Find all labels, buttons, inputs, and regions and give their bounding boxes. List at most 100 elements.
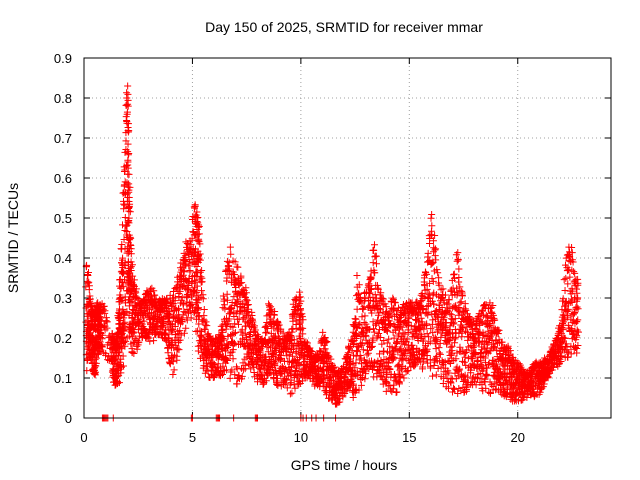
y-tick-label: 0.9 bbox=[54, 51, 72, 66]
data-point bbox=[178, 318, 186, 326]
data-point bbox=[124, 151, 132, 159]
y-tick-label: 0.6 bbox=[54, 171, 72, 186]
data-point bbox=[178, 273, 186, 281]
data-point bbox=[437, 286, 445, 294]
data-point bbox=[163, 295, 171, 303]
data-point bbox=[186, 266, 194, 274]
data-point bbox=[372, 260, 380, 268]
data-point bbox=[125, 204, 133, 212]
data-point bbox=[96, 348, 104, 356]
data-point bbox=[116, 298, 124, 306]
data-point bbox=[129, 272, 137, 280]
y-tick-label: 0.2 bbox=[54, 331, 72, 346]
data-point bbox=[115, 351, 123, 359]
data-point bbox=[163, 302, 171, 310]
data-point bbox=[181, 261, 189, 269]
data-point bbox=[227, 250, 235, 258]
data-point bbox=[125, 302, 133, 310]
data-point bbox=[146, 285, 154, 293]
data-point bbox=[425, 333, 433, 341]
data-point bbox=[91, 369, 99, 377]
data-point bbox=[351, 315, 359, 323]
data-point bbox=[126, 208, 134, 216]
data-point bbox=[128, 261, 136, 269]
data-point bbox=[167, 326, 175, 334]
y-tick-label: 0.8 bbox=[54, 91, 72, 106]
data-point bbox=[366, 289, 374, 297]
y-tick-label: 0.4 bbox=[54, 251, 72, 266]
data-point bbox=[159, 320, 167, 328]
data-point bbox=[132, 285, 140, 293]
data-point bbox=[457, 348, 465, 356]
data-point bbox=[126, 183, 134, 191]
data-point bbox=[483, 371, 491, 379]
data-point bbox=[179, 301, 187, 309]
data-point bbox=[176, 327, 184, 335]
data-point bbox=[427, 214, 435, 222]
data-points bbox=[82, 82, 582, 422]
data-point bbox=[169, 314, 177, 322]
data-point bbox=[166, 310, 174, 318]
data-point bbox=[124, 148, 132, 156]
y-axis-label: SRMTID / TECUs bbox=[5, 183, 21, 293]
data-point bbox=[125, 214, 133, 222]
data-point bbox=[130, 350, 138, 358]
data-point bbox=[197, 273, 205, 281]
data-point bbox=[126, 296, 134, 304]
data-point bbox=[92, 368, 100, 376]
data-point bbox=[429, 372, 437, 380]
data-point bbox=[135, 319, 143, 327]
data-point bbox=[125, 127, 133, 135]
data-point bbox=[121, 318, 129, 326]
data-point bbox=[424, 249, 432, 257]
data-point bbox=[488, 309, 496, 317]
y-tick-label: 0.7 bbox=[54, 131, 72, 146]
data-point bbox=[120, 327, 128, 335]
data-point bbox=[120, 333, 128, 341]
data-point bbox=[115, 379, 123, 387]
data-point bbox=[434, 269, 442, 277]
data-point bbox=[175, 346, 183, 354]
data-point bbox=[126, 200, 134, 208]
data-point bbox=[130, 276, 138, 284]
data-point bbox=[171, 294, 179, 302]
data-point bbox=[200, 306, 208, 314]
data-point bbox=[394, 362, 402, 370]
data-point bbox=[369, 259, 377, 267]
data-point bbox=[150, 287, 158, 295]
data-point bbox=[100, 302, 108, 310]
data-point bbox=[143, 300, 151, 308]
data-point bbox=[130, 328, 138, 336]
data-point bbox=[174, 305, 182, 313]
data-point bbox=[123, 228, 131, 236]
data-point bbox=[123, 190, 131, 198]
data-point bbox=[124, 158, 132, 166]
data-point bbox=[226, 305, 234, 313]
data-point bbox=[118, 343, 126, 351]
data-point bbox=[124, 82, 132, 90]
data-point bbox=[146, 337, 154, 345]
data-point bbox=[226, 243, 234, 251]
data-point bbox=[117, 369, 125, 377]
data-point bbox=[198, 287, 206, 295]
data-point bbox=[83, 277, 91, 285]
data-point bbox=[121, 214, 129, 222]
x-axis-label: GPS time / hours bbox=[291, 457, 398, 473]
data-point bbox=[121, 276, 129, 284]
data-point bbox=[455, 265, 463, 273]
x-tick-label: 20 bbox=[511, 430, 525, 445]
data-point bbox=[122, 337, 130, 345]
data-point bbox=[228, 331, 236, 339]
data-point bbox=[84, 269, 92, 277]
data-point bbox=[125, 170, 133, 178]
data-point bbox=[439, 285, 447, 293]
data-point bbox=[168, 302, 176, 310]
data-point bbox=[226, 374, 234, 382]
data-point bbox=[119, 327, 127, 335]
data-point bbox=[119, 254, 127, 262]
data-point bbox=[85, 282, 93, 290]
data-point bbox=[118, 297, 126, 305]
data-point bbox=[123, 110, 131, 118]
data-point bbox=[169, 288, 177, 296]
data-point bbox=[92, 354, 100, 362]
